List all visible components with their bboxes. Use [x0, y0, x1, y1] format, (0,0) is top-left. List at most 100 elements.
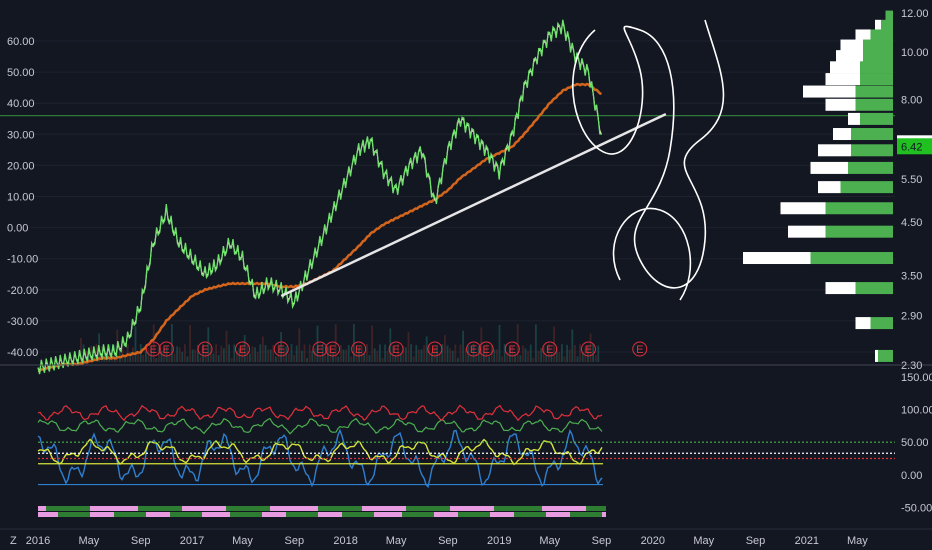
volume-bar	[347, 345, 350, 362]
earnings-marker: E	[478, 341, 494, 357]
signal-strip-cell	[394, 506, 398, 511]
volume-bar	[178, 347, 181, 362]
volume-bar	[407, 332, 410, 362]
signal-strip-cell	[334, 506, 338, 511]
time-axis-label: May	[232, 535, 253, 547]
signal-strip-cell	[214, 512, 218, 517]
volume-bar	[574, 345, 576, 362]
volume-bar	[589, 333, 592, 362]
volume-profile-sell-bar	[875, 349, 878, 362]
earnings-marker-circle	[388, 341, 404, 357]
volume-bar	[293, 355, 295, 362]
volume-bar	[527, 350, 529, 362]
signal-strip-cell	[298, 512, 302, 517]
volume-bar	[397, 344, 399, 362]
volume-bar	[197, 345, 199, 362]
volume-bar	[446, 345, 449, 362]
earnings-marker: E	[158, 341, 174, 357]
signal-strip-cell	[330, 512, 334, 517]
volume-bar	[540, 348, 542, 362]
signal-strip-cell	[150, 512, 154, 517]
volume-bar	[394, 354, 397, 362]
signal-strip-cell	[370, 512, 374, 517]
volume-profile-buy-bar	[851, 128, 893, 141]
volume-bar	[124, 356, 126, 362]
earnings-marker-circle	[158, 341, 174, 357]
volume-bar	[160, 350, 163, 362]
signal-strip-cell	[98, 512, 102, 517]
volume-bar	[314, 348, 316, 362]
signal-strip-cell	[286, 506, 290, 511]
time-axis-label: Sep	[746, 535, 766, 547]
settings-button[interactable]: Z	[10, 535, 17, 547]
earnings-marker-label: E	[482, 344, 489, 356]
signal-strip-cell	[142, 506, 146, 511]
signal-strip-cell	[350, 506, 354, 511]
left-axis-tick-label: 40.00	[7, 98, 35, 110]
volume-bar	[498, 325, 501, 362]
volume-profile-sell-bar	[855, 317, 871, 330]
signal-strip-cell	[38, 506, 42, 511]
signature-drawing	[572, 19, 725, 301]
oscillator-panel[interactable]	[37, 404, 895, 517]
volume-bar	[423, 345, 425, 362]
time-axis-label: Sep	[592, 535, 612, 547]
signal-strip-cell	[118, 506, 122, 511]
signal-strip-cell	[38, 512, 42, 517]
volume-bar	[342, 349, 345, 362]
signal-strip-cell	[122, 506, 126, 511]
signal-strip-cell	[66, 512, 70, 517]
signal-strip-cell	[510, 506, 514, 511]
signal-strip-cell	[530, 506, 534, 511]
volume-profile-buy-bar	[855, 85, 893, 98]
signal-strip-cell	[546, 506, 550, 511]
signal-strip-cell	[114, 512, 118, 517]
signal-strip-cell	[514, 506, 518, 511]
volume-bar	[514, 353, 516, 362]
signal-strip-cell	[158, 512, 162, 517]
signal-strip-cell	[110, 512, 114, 517]
time-axis-label: 2019	[487, 535, 511, 547]
volume-bar	[483, 352, 485, 362]
signal-strip-cell	[426, 512, 430, 517]
signal-strip-cell	[310, 512, 314, 517]
volume-bar	[155, 357, 158, 362]
volume-bar	[126, 344, 129, 362]
earnings-marker: E	[632, 341, 648, 357]
volume-bar	[210, 346, 212, 362]
signal-strip-cell	[598, 512, 602, 517]
volume-bar	[464, 348, 467, 362]
signal-strip-cell	[46, 512, 50, 517]
right-axis-tick-label: 2.90	[901, 311, 922, 323]
signal-strip-cell	[558, 506, 562, 511]
volume-bar	[516, 324, 519, 362]
volume-bar	[563, 356, 566, 362]
volume-bar	[256, 352, 259, 362]
volume-bar	[579, 344, 581, 362]
signal-strip-cell	[450, 512, 454, 517]
time-axis-label: 2016	[26, 535, 50, 547]
volume-profile-buy-bar	[860, 112, 893, 125]
signal-strip-cell	[522, 512, 526, 517]
volume-bar	[441, 344, 444, 362]
volume-bar	[129, 352, 132, 362]
signal-strip-cell	[538, 506, 542, 511]
volume-bar	[225, 330, 228, 362]
earnings-marker-label: E	[509, 344, 516, 356]
volume-profile-sell-bar	[825, 73, 860, 86]
signal-strip-cell	[222, 512, 226, 517]
signal-strip-cell	[190, 512, 194, 517]
signal-strip-cell	[298, 506, 302, 511]
signal-strip-cell	[598, 506, 602, 511]
earnings-marker: E	[197, 341, 213, 357]
right-axis-tick-label: 3.50	[901, 271, 922, 283]
volume-bar	[449, 348, 451, 362]
signal-strip-cell	[374, 506, 378, 511]
signal-strip-cell	[294, 506, 298, 511]
signal-strip-cell	[586, 506, 590, 511]
earnings-marker-label: E	[546, 344, 553, 356]
volume-bar	[425, 336, 428, 362]
signal-strip-cell	[518, 512, 522, 517]
